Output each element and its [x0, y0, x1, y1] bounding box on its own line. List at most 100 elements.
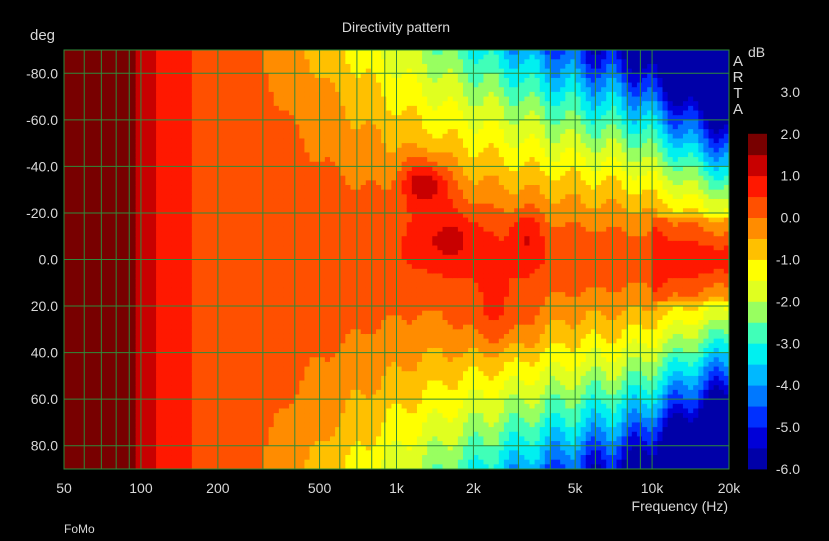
heatmap-cell — [115, 296, 121, 302]
heatmap-cell — [161, 189, 167, 195]
heatmap-cell — [309, 431, 316, 438]
heatmap-cell — [314, 408, 321, 414]
heatmap-cell — [212, 152, 219, 158]
heatmap-cell — [212, 408, 219, 414]
heatmap-cell — [150, 375, 157, 382]
heatmap-cell — [319, 445, 326, 451]
heatmap-cell — [202, 343, 208, 349]
heatmap-cell — [110, 110, 116, 116]
heatmap-cell — [166, 175, 173, 181]
heatmap-cell — [278, 380, 285, 386]
heatmap-cell — [197, 198, 203, 205]
heatmap-cell — [104, 306, 111, 312]
heatmap-cell — [335, 50, 341, 56]
heatmap-cell — [135, 352, 142, 358]
heatmap-cell — [120, 180, 126, 186]
heatmap-cell — [115, 422, 121, 428]
heatmap-cell — [263, 212, 270, 219]
heatmap-cell — [74, 250, 80, 256]
heatmap-cell — [335, 96, 341, 102]
heatmap-cell — [79, 441, 86, 447]
heatmap-cell — [304, 324, 311, 330]
heatmap-cell — [299, 185, 306, 191]
heatmap-cell — [289, 385, 295, 391]
heatmap-cell — [84, 357, 91, 363]
heatmap-cell — [217, 240, 224, 247]
heatmap-cell — [94, 212, 101, 219]
heatmap-cell — [197, 110, 203, 116]
heatmap-cell — [145, 315, 152, 321]
heatmap-cell — [248, 273, 254, 279]
heatmap-cell — [74, 450, 80, 456]
heatmap-cell — [94, 161, 101, 167]
heatmap-cell — [258, 389, 265, 396]
heatmap-cell — [278, 236, 285, 242]
heatmap-cell — [243, 296, 249, 302]
heatmap-cell — [140, 73, 147, 79]
heatmap-cell — [330, 87, 336, 93]
heatmap-cell — [217, 143, 224, 149]
heatmap-cell — [120, 82, 126, 88]
heatmap-cell — [166, 68, 173, 74]
heatmap-cell — [319, 455, 326, 461]
heatmap-cell — [94, 403, 101, 410]
heatmap-cell — [294, 77, 300, 84]
heatmap-cell — [294, 217, 300, 223]
heatmap-cell — [207, 212, 213, 219]
heatmap-cell — [319, 143, 326, 149]
heatmap-cell — [248, 73, 254, 79]
heatmap-cell — [222, 171, 229, 177]
heatmap-cell — [324, 357, 331, 363]
heatmap-cell — [202, 96, 208, 102]
heatmap-cell — [237, 143, 244, 149]
heatmap-cell — [263, 203, 270, 209]
heatmap-cell — [243, 87, 249, 93]
heatmap-cell — [94, 287, 101, 293]
heatmap-cell — [243, 324, 249, 330]
heatmap-cell — [64, 96, 70, 102]
heatmap-cell — [258, 450, 265, 456]
heatmap-cell — [253, 152, 259, 158]
heatmap-cell — [202, 450, 208, 456]
heatmap-cell — [181, 73, 188, 79]
heatmap-cell — [125, 59, 132, 65]
heatmap-cell — [289, 306, 295, 312]
heatmap-cell — [345, 189, 352, 195]
heatmap-cell — [248, 385, 254, 391]
heatmap-cell — [186, 166, 193, 172]
heatmap-cell — [120, 361, 126, 368]
heatmap-cell — [227, 105, 234, 112]
heatmap-cell — [324, 254, 331, 261]
heatmap-cell — [150, 254, 157, 261]
heatmap-cell — [335, 152, 341, 158]
heatmap-cell — [258, 431, 265, 438]
heatmap-cell — [299, 166, 306, 172]
heatmap-cell — [263, 264, 270, 270]
heatmap-cell — [186, 422, 193, 428]
heatmap-cell — [324, 264, 331, 270]
heatmap-cell — [314, 413, 321, 419]
heatmap-cell — [217, 380, 224, 386]
heatmap-cell — [283, 147, 290, 154]
heatmap-cell — [314, 147, 321, 154]
heatmap-cell — [248, 347, 254, 354]
heatmap-cell — [243, 161, 249, 167]
heatmap-cell — [104, 292, 111, 298]
heatmap-cell — [191, 119, 198, 126]
heatmap-cell — [237, 464, 244, 469]
heatmap-cell — [278, 455, 285, 461]
heatmap-cell — [304, 217, 311, 223]
heatmap-cell — [314, 110, 321, 116]
heatmap-cell — [237, 324, 244, 330]
heatmap-cell — [324, 445, 331, 451]
heatmap-cell — [191, 245, 198, 251]
heatmap-cell — [166, 157, 173, 163]
heatmap-cell — [202, 455, 208, 461]
heatmap-cell — [166, 408, 173, 414]
heatmap-cell — [74, 240, 80, 247]
heatmap-cell — [335, 320, 341, 326]
heatmap-cell — [340, 50, 346, 56]
heatmap-cell — [268, 250, 275, 256]
heatmap-cell — [217, 273, 224, 279]
heatmap-cell — [161, 445, 167, 451]
